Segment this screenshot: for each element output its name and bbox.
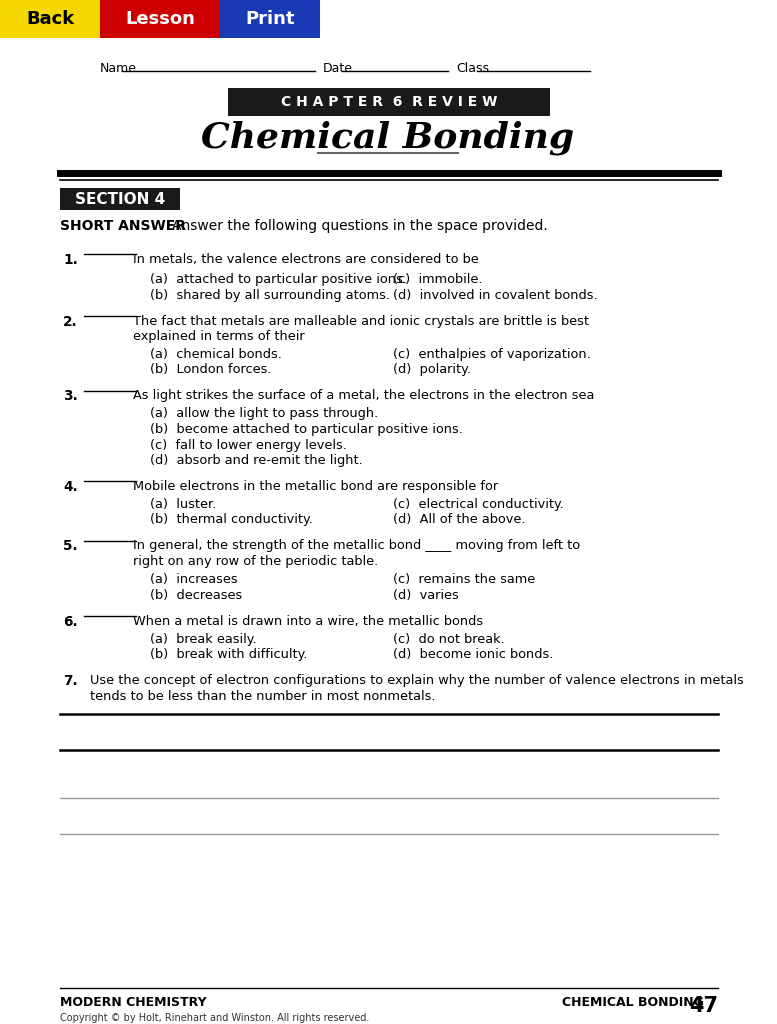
Text: Mobile electrons in the metallic bond are responsible for: Mobile electrons in the metallic bond ar… (133, 480, 498, 493)
Text: (a)  luster.: (a) luster. (150, 498, 216, 511)
Text: 7.: 7. (64, 674, 78, 688)
Text: (a)  attached to particular positive ions.: (a) attached to particular positive ions… (150, 273, 407, 286)
Text: (a)  allow the light to pass through.: (a) allow the light to pass through. (150, 408, 378, 421)
Text: (c)  fall to lower energy levels.: (c) fall to lower energy levels. (150, 438, 347, 452)
FancyBboxPatch shape (100, 0, 220, 38)
Text: 2.: 2. (64, 314, 78, 329)
Text: (d)  involved in covalent bonds.: (d) involved in covalent bonds. (393, 289, 598, 301)
Text: Copyright © by Holt, Rinehart and Winston. All rights reserved.: Copyright © by Holt, Rinehart and Winsto… (60, 1013, 369, 1023)
Text: (a)  chemical bonds.: (a) chemical bonds. (150, 348, 282, 361)
Text: (c)  immobile.: (c) immobile. (393, 273, 483, 286)
Text: (b)  shared by all surrounding atoms.: (b) shared by all surrounding atoms. (150, 289, 390, 301)
Text: The fact that metals are malleable and ionic crystals are brittle is best: The fact that metals are malleable and i… (133, 314, 589, 328)
Text: In metals, the valence electrons are considered to be: In metals, the valence electrons are con… (133, 253, 479, 266)
Text: Chemical Bonding: Chemical Bonding (201, 121, 574, 156)
Text: 47: 47 (689, 996, 718, 1016)
Text: Back: Back (26, 10, 74, 28)
Text: 4.: 4. (64, 480, 78, 494)
Text: When a metal is drawn into a wire, the metallic bonds: When a metal is drawn into a wire, the m… (133, 614, 483, 628)
Text: (b)  break with difficulty.: (b) break with difficulty. (150, 648, 308, 662)
Text: 6.: 6. (64, 614, 78, 629)
Text: C H A P T E R  6  R E V I E W: C H A P T E R 6 R E V I E W (280, 95, 497, 109)
Text: Answer the following questions in the space provided.: Answer the following questions in the sp… (172, 219, 548, 233)
Text: SECTION 4: SECTION 4 (75, 191, 166, 207)
Text: (d)  All of the above.: (d) All of the above. (393, 513, 525, 526)
Text: 5.: 5. (64, 540, 78, 554)
Text: (c)  electrical conductivity.: (c) electrical conductivity. (393, 498, 564, 511)
Text: (b)  become attached to particular positive ions.: (b) become attached to particular positi… (150, 423, 463, 436)
Text: MODERN CHEMISTRY: MODERN CHEMISTRY (60, 996, 207, 1009)
Text: (d)  absorb and re-emit the light.: (d) absorb and re-emit the light. (150, 454, 363, 467)
Text: CHEMICAL BONDING: CHEMICAL BONDING (562, 996, 704, 1009)
Text: (a)  increases: (a) increases (150, 573, 238, 586)
FancyBboxPatch shape (0, 0, 100, 38)
Text: (d)  varies: (d) varies (393, 589, 458, 601)
Text: (b)  thermal conductivity.: (b) thermal conductivity. (150, 513, 313, 526)
Text: SHORT ANSWER: SHORT ANSWER (60, 219, 186, 233)
FancyBboxPatch shape (60, 188, 180, 210)
FancyBboxPatch shape (228, 88, 550, 116)
Text: (d)  polarity.: (d) polarity. (393, 364, 471, 377)
Text: tends to be less than the number in most nonmetals.: tends to be less than the number in most… (90, 689, 435, 702)
Text: (a)  break easily.: (a) break easily. (150, 633, 256, 645)
FancyBboxPatch shape (220, 0, 320, 38)
Text: (b)  London forces.: (b) London forces. (150, 364, 271, 377)
Text: explained in terms of their: explained in terms of their (133, 330, 305, 343)
Text: right on any row of the periodic table.: right on any row of the periodic table. (133, 555, 378, 568)
Text: Lesson: Lesson (125, 10, 195, 28)
Text: (c)  enthalpies of vaporization.: (c) enthalpies of vaporization. (393, 348, 591, 361)
Text: (b)  decreases: (b) decreases (150, 589, 242, 601)
Text: Name: Name (100, 61, 137, 75)
Text: (d)  become ionic bonds.: (d) become ionic bonds. (393, 648, 553, 662)
Text: Print: Print (246, 10, 294, 28)
Text: (c)  remains the same: (c) remains the same (393, 573, 535, 586)
Text: 1.: 1. (63, 253, 78, 267)
Text: In general, the strength of the metallic bond ____ moving from left to: In general, the strength of the metallic… (133, 540, 580, 553)
Text: Date: Date (323, 61, 353, 75)
Text: Class: Class (456, 61, 489, 75)
Text: 3.: 3. (63, 389, 78, 403)
Text: As light strikes the surface of a metal, the electrons in the electron sea: As light strikes the surface of a metal,… (133, 389, 594, 402)
Text: (c)  do not break.: (c) do not break. (393, 633, 505, 645)
Text: Use the concept of electron configurations to explain why the number of valence : Use the concept of electron configuratio… (90, 674, 744, 687)
